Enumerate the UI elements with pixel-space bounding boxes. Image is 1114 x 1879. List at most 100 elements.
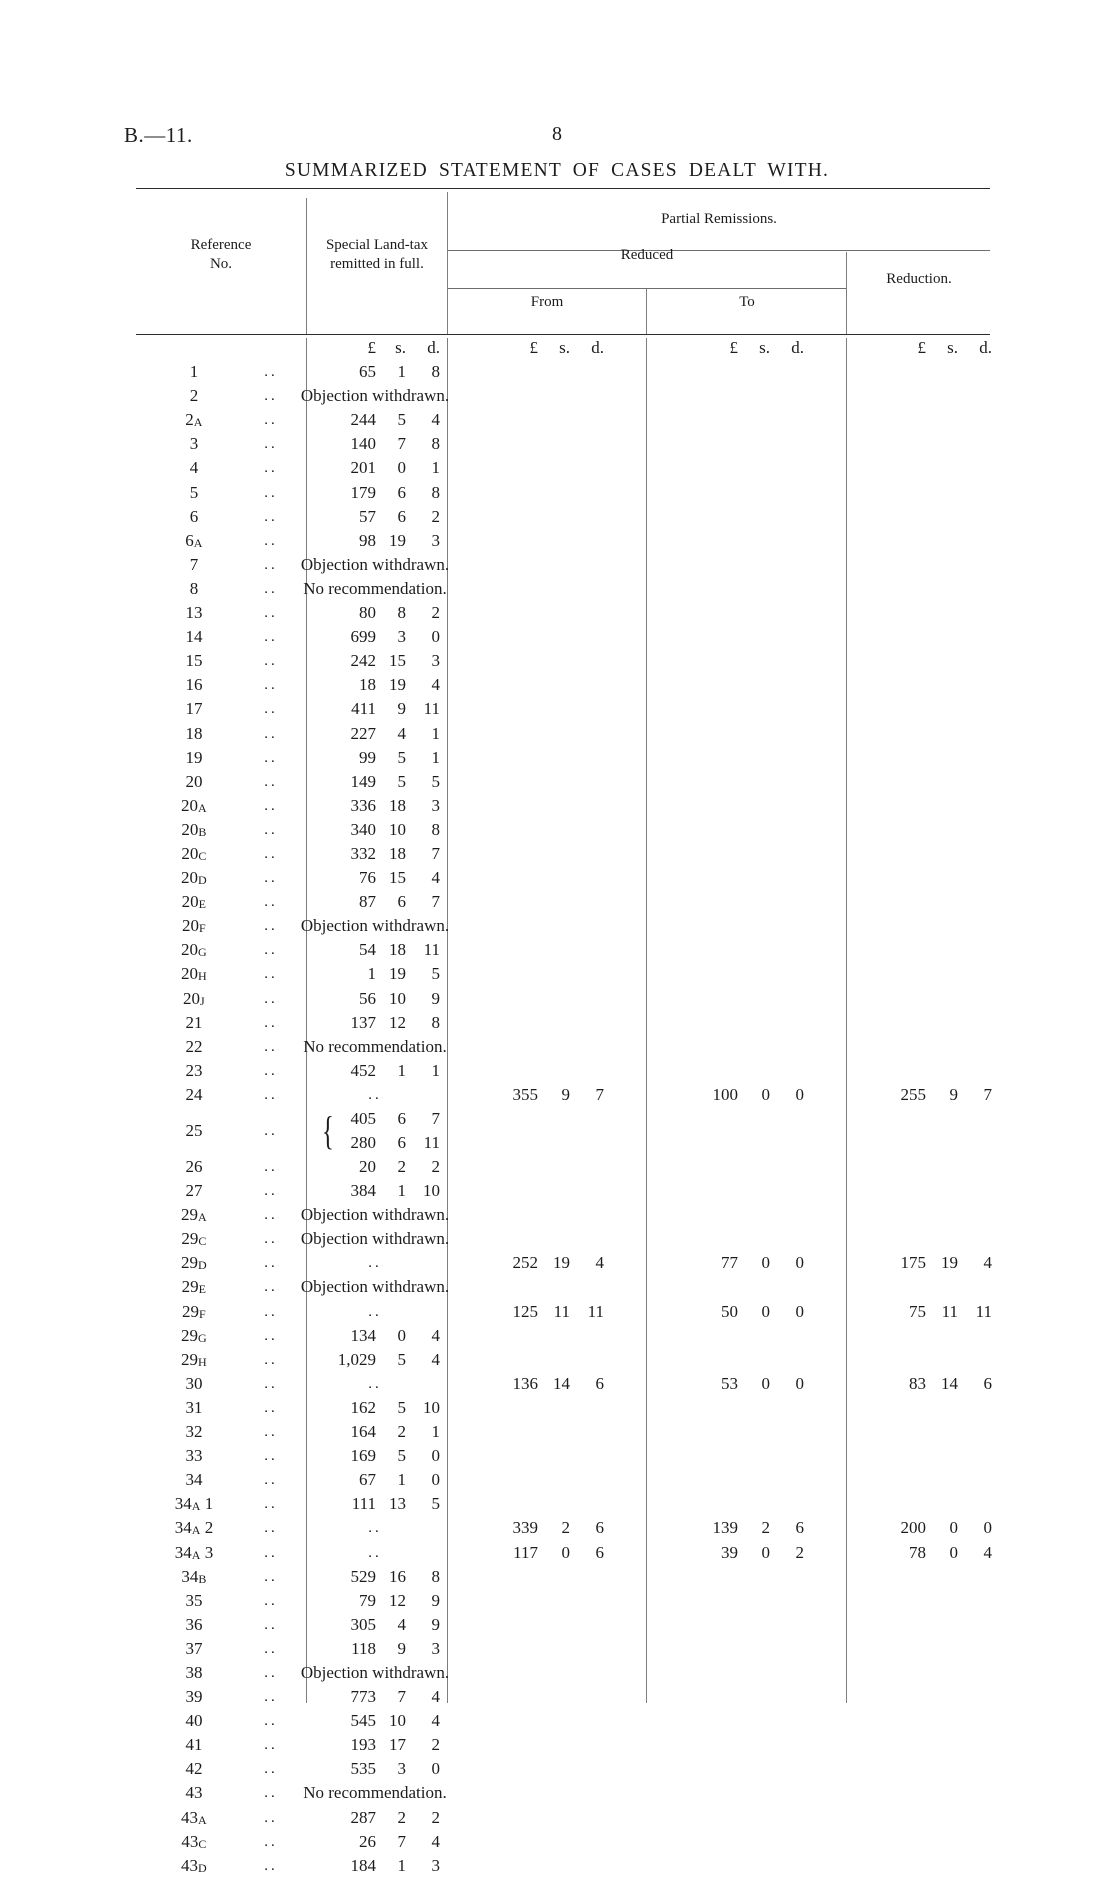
cell-reference-no: 26 bbox=[185, 1157, 203, 1176]
cell-leader-dots: .. bbox=[264, 894, 278, 911]
cell-leader-dots: .. bbox=[264, 556, 278, 573]
cell-reference-no: 20A bbox=[181, 795, 207, 815]
cell-reference-no: 20D bbox=[181, 868, 207, 888]
table-row: 21.. 137 12 8 bbox=[136, 1011, 990, 1035]
table-row: 2A.. 244 5 4 bbox=[136, 408, 990, 432]
cell-reduction-shillings: 0 bbox=[949, 1542, 959, 1562]
cell-special-blank: .. bbox=[368, 1544, 382, 1561]
cell-note: Objection withdrawn. bbox=[300, 554, 450, 574]
cell-special-pounds: 80 bbox=[359, 603, 376, 623]
cell-special-shillings: 2 bbox=[397, 1807, 407, 1827]
header-reduction: Reduction. bbox=[886, 271, 952, 287]
cell-reference-no: 29H bbox=[181, 1349, 207, 1369]
cell-special-line2-pence: 11 bbox=[423, 1133, 440, 1152]
cell-to-pounds: 139 bbox=[712, 1518, 739, 1538]
table-row: 34B.. 529 16 8 bbox=[136, 1565, 990, 1589]
cell-special-pence: 4 bbox=[431, 1711, 441, 1731]
cell-leader-dots: .. bbox=[264, 1520, 278, 1537]
cell-special-pence: 4 bbox=[431, 868, 441, 888]
cell-special-pence: 10 bbox=[423, 1397, 440, 1417]
cell-special-shillings: 10 bbox=[389, 988, 406, 1008]
cell-special-shillings: 7 bbox=[397, 434, 407, 454]
currency-special-shillings: s. bbox=[395, 338, 406, 357]
cell-to-pounds: 53 bbox=[721, 1373, 738, 1393]
cell-reference-no: 2A bbox=[185, 410, 203, 430]
cell-from-pounds: 355 bbox=[512, 1084, 539, 1104]
cell-special-line2-shillings: 6 bbox=[397, 1133, 407, 1152]
cell-special-pounds: 18 bbox=[359, 675, 376, 695]
cell-leader-dots: .. bbox=[264, 364, 278, 381]
cell-special-pounds: 227 bbox=[350, 723, 377, 743]
cell-leader-dots: .. bbox=[264, 1664, 278, 1681]
cell-reference-no: 29F bbox=[182, 1301, 206, 1321]
cell-leader-dots: .. bbox=[264, 508, 278, 525]
cell-reduction-pounds: 75 bbox=[909, 1301, 926, 1321]
table-row: 23.. 452 1 1 bbox=[136, 1059, 990, 1083]
cell-special-shillings: 0 bbox=[397, 1325, 407, 1345]
cell-special-pence: 2 bbox=[431, 603, 441, 623]
table-title: SUMMARIZED STATEMENT OF CASES DEALT WITH… bbox=[284, 160, 830, 181]
cell-special-blank: .. bbox=[368, 1303, 382, 1320]
table-row: 29F.... 125 11 11 50 0 0 75 11 11 bbox=[136, 1300, 992, 1324]
table-row: 43C.. 26 7 4 bbox=[136, 1830, 990, 1854]
cell-to-shillings: 0 bbox=[761, 1542, 771, 1562]
cell-special-pounds: 56 bbox=[359, 988, 376, 1008]
cell-special-pence: 9 bbox=[431, 988, 441, 1008]
cell-special-shillings: 8 bbox=[397, 603, 407, 623]
cell-special-pence: 5 bbox=[431, 964, 441, 984]
vrule-body-to bbox=[846, 338, 847, 1703]
cell-leader-dots: .. bbox=[264, 1231, 278, 1248]
cell-reference-no: 37 bbox=[185, 1638, 203, 1658]
cell-special-pence: 0 bbox=[431, 1759, 441, 1779]
cell-reference-no: 24 bbox=[185, 1084, 203, 1104]
cell-reference-no: 5 bbox=[189, 482, 199, 502]
cell-reference-no: 6 bbox=[189, 506, 199, 526]
currency-from-shillings: s. bbox=[559, 338, 570, 357]
currency-from-pence: d. bbox=[591, 338, 604, 357]
cell-reference-no: 41 bbox=[185, 1735, 203, 1755]
cell-leader-dots: .. bbox=[264, 870, 278, 887]
table-row: 25.. {405 6 7 280 6 11 bbox=[136, 1107, 990, 1155]
cell-from-pounds: 252 bbox=[512, 1253, 539, 1273]
currency-header-row: £ s. d. £ s. d. £ s. d. £ s. d. bbox=[136, 336, 993, 360]
cell-reference-no: 6A bbox=[185, 530, 203, 550]
cell-special-shillings: 1 bbox=[397, 1470, 407, 1490]
table-body: £ s. d. £ s. d. £ s. d. £ s. d. 1.. 65 1 8 2.. Objection … bbox=[136, 336, 993, 1878]
cell-to-shillings: 0 bbox=[761, 1253, 771, 1273]
header-from: From bbox=[530, 294, 564, 310]
cell-reference-no: 22 bbox=[185, 1036, 203, 1056]
cell-special-pence: 3 bbox=[431, 530, 441, 550]
cell-leader-dots: .. bbox=[264, 412, 278, 429]
cell-reference-no: 32 bbox=[185, 1422, 203, 1442]
cell-special-pence: 1 bbox=[431, 723, 441, 743]
cell-special-pence: 1 bbox=[431, 747, 441, 767]
cell-special-pence: 4 bbox=[431, 1349, 441, 1369]
cell-special-shillings: 5 bbox=[397, 747, 407, 767]
table-row: 38.. Objection withdrawn. bbox=[136, 1661, 990, 1685]
cell-special-pounds: 99 bbox=[359, 747, 376, 767]
cell-from-shillings: 2 bbox=[561, 1518, 571, 1538]
cell-reference-no: 34B bbox=[181, 1566, 207, 1586]
cell-special-pence: 4 bbox=[431, 675, 441, 695]
cell-to-pounds: 50 bbox=[721, 1301, 738, 1321]
cell-special-pence: 2 bbox=[431, 1735, 441, 1755]
cell-reference-no: 17 bbox=[185, 699, 203, 719]
cell-reference-no: 34A 2 bbox=[174, 1518, 214, 1538]
cell-to-shillings: 0 bbox=[761, 1301, 771, 1321]
header-reference-no-line1: Reference bbox=[190, 237, 252, 253]
table-row: 29D.... 252 19 4 77 0 0 175 19 4 bbox=[136, 1251, 992, 1275]
cell-special-pence: 1 bbox=[431, 1060, 441, 1080]
cell-leader-dots: .. bbox=[264, 1713, 278, 1730]
table-row: 43D.. 184 1 3 bbox=[136, 1854, 990, 1878]
cell-reference-no: 16 bbox=[185, 675, 203, 695]
cell-leader-dots: .. bbox=[264, 725, 278, 742]
table-row: 29C.. Objection withdrawn. bbox=[136, 1227, 990, 1251]
cell-special-pounds: 244 bbox=[350, 410, 377, 430]
table-row: 34A 1.. 111 13 5 bbox=[136, 1492, 990, 1516]
table-row: 17.. 411 9 11 bbox=[136, 697, 990, 721]
cell-from-pounds: 125 bbox=[512, 1301, 539, 1321]
cell-leader-dots: .. bbox=[264, 388, 278, 405]
table-row: 43A.. 287 2 2 bbox=[136, 1806, 990, 1830]
cell-reference-no: 29G bbox=[181, 1325, 207, 1345]
cell-reference-no: 1 bbox=[189, 362, 199, 382]
